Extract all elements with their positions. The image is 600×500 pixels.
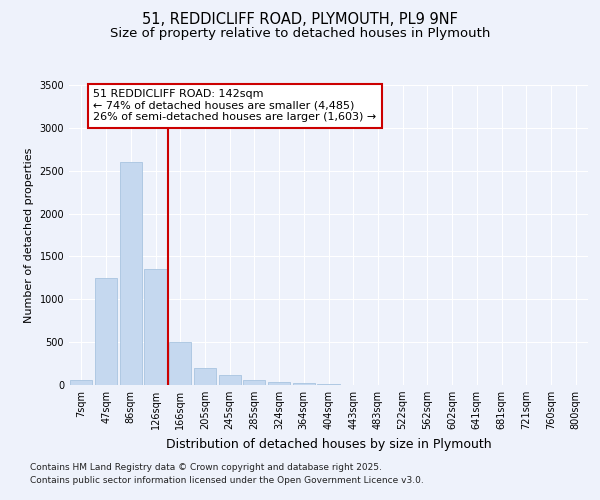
Bar <box>293 384 315 385</box>
Bar <box>95 278 117 385</box>
Text: Contains public sector information licensed under the Open Government Licence v3: Contains public sector information licen… <box>30 476 424 485</box>
Y-axis label: Number of detached properties: Number of detached properties <box>24 148 34 322</box>
Bar <box>145 270 167 385</box>
Text: Size of property relative to detached houses in Plymouth: Size of property relative to detached ho… <box>110 28 490 40</box>
Text: 51, REDDICLIFF ROAD, PLYMOUTH, PL9 9NF: 51, REDDICLIFF ROAD, PLYMOUTH, PL9 9NF <box>142 12 458 28</box>
X-axis label: Distribution of detached houses by size in Plymouth: Distribution of detached houses by size … <box>166 438 491 450</box>
Bar <box>119 162 142 385</box>
Bar <box>317 384 340 385</box>
Bar <box>243 380 265 385</box>
Text: 51 REDDICLIFF ROAD: 142sqm
← 74% of detached houses are smaller (4,485)
26% of s: 51 REDDICLIFF ROAD: 142sqm ← 74% of deta… <box>93 90 376 122</box>
Bar <box>70 380 92 385</box>
Bar <box>268 382 290 385</box>
Text: Contains HM Land Registry data © Crown copyright and database right 2025.: Contains HM Land Registry data © Crown c… <box>30 462 382 471</box>
Bar <box>218 374 241 385</box>
Bar <box>194 368 216 385</box>
Bar <box>169 342 191 385</box>
